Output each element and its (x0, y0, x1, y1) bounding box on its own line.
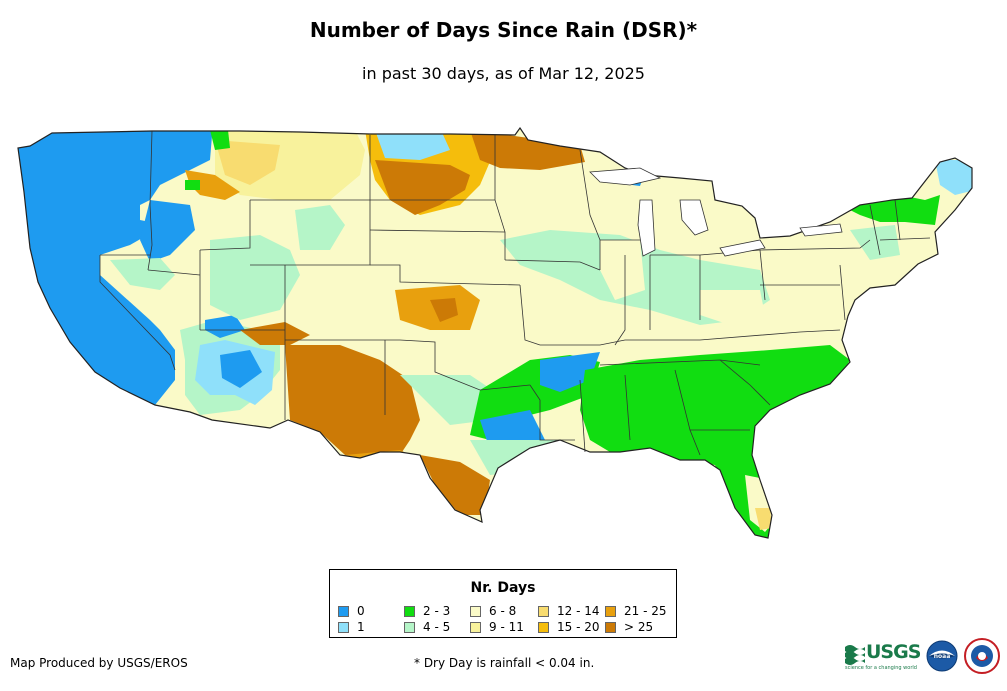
legend-label-4-5: 4 - 5 (423, 620, 451, 634)
legend-item-1: 1 (338, 620, 365, 634)
legend-item-2-3: 2 - 3 (404, 604, 450, 618)
legend-item-4-5: 4 - 5 (404, 620, 450, 634)
legend-label-0: 0 (357, 604, 365, 618)
legend-swatch-15-20 (538, 621, 549, 633)
great-lakes (589, 167, 843, 257)
legend-item-15-20: 15 - 20 (538, 620, 600, 634)
legend-swatch-2-3 (404, 605, 415, 617)
us-outline (17, 126, 973, 539)
legend-item-21-25: 21 - 25 (605, 604, 667, 618)
legend-item-0: 0 (338, 604, 365, 618)
legend-item-6-8: 6 - 8 (470, 604, 516, 618)
legend-label-12-14: 12 - 14 (557, 604, 600, 618)
legend-item-gt-25: > 25 (605, 620, 653, 634)
legend: Nr. Days 0 1 2 - 3 4 - 5 6 - 8 9 - 11 12 (329, 569, 677, 638)
legend-label-6-8: 6 - 8 (489, 604, 517, 618)
usgs-tagline: science for a changing world (845, 665, 917, 671)
legend-swatch-9-11 (470, 621, 481, 633)
nws-logo-icon[interactable] (964, 638, 1000, 674)
credit-text: Map Produced by USGS/EROS (10, 656, 188, 670)
legend-label-21-25: 21 - 25 (624, 604, 667, 618)
legend-swatch-1 (338, 621, 349, 633)
legend-swatch-4-5 (404, 621, 415, 633)
usgs-logo[interactable]: USGS science for a changing world (845, 640, 921, 674)
state-borders (99, 130, 931, 456)
map-title: Number of Days Since Rain (DSR)* (309, 18, 698, 42)
legend-swatch-0 (338, 605, 349, 617)
usgs-wave-icon (845, 645, 865, 665)
noaa-logo-text: noaa (934, 653, 951, 660)
legend-swatch-12-14 (538, 605, 549, 617)
noaa-logo-icon[interactable]: noaa (926, 640, 958, 672)
legend-label-1: 1 (357, 620, 365, 634)
usgs-wordmark: USGS (866, 641, 921, 663)
legend-item-12-14: 12 - 14 (538, 604, 600, 618)
legend-label-gt-25: > 25 (624, 620, 654, 634)
legend-label-15-20: 15 - 20 (557, 620, 600, 634)
legend-label-2-3: 2 - 3 (423, 604, 451, 618)
legend-swatch-6-8 (470, 605, 481, 617)
legend-label-9-11: 9 - 11 (489, 620, 524, 634)
legend-swatch-gt-25 (605, 621, 616, 633)
map-subtitle: in past 30 days, as of Mar 12, 2025 (362, 64, 645, 83)
legend-item-9-11: 9 - 11 (470, 620, 524, 634)
legend-swatch-21-25 (605, 605, 616, 617)
legend-title: Nr. Days (470, 580, 536, 596)
dry-day-note: * Dry Day is rainfall < 0.04 in. (414, 656, 595, 670)
